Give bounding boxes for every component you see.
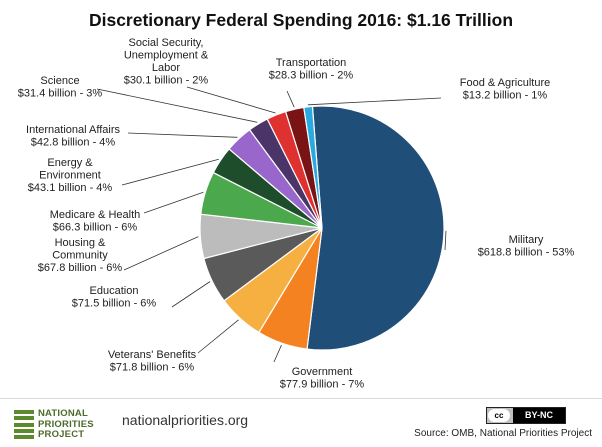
pie-slices [199,105,445,351]
slice-labels: Military $618.8 billion - 53%Government $7… [18,37,575,391]
label-line: Government [292,366,353,378]
slice-food-agriculture [303,105,323,229]
label-line: Labor [152,62,180,74]
label-line: Medicare & Health [50,209,141,221]
label-line: $13.2 billion - 1% [463,90,548,102]
label-housing-community: Housing & Community $67.8 billion - 6% [38,237,123,274]
label-line: Community [52,250,108,262]
leader-social-security-unemployment-labor [186,86,276,114]
leader-lines [96,86,447,363]
label-food-agriculture: Food & Agriculture $13.2 billion - 1% [460,77,551,102]
logo-text: NATIONAL PRIORITIES PROJECT [38,408,94,441]
label-line: Housing & [55,237,106,249]
label-science: Science $31.4 billion - 3% [18,75,103,100]
slice-military [306,105,445,351]
label-line: International Affairs [26,124,120,136]
leader-veterans-benefits [197,319,239,354]
label-line: $71.8 billion - 6% [110,362,195,374]
footer: NATIONAL PRIORITIES PROJECT nationalprio… [0,398,602,447]
label-line: Transportation [276,57,347,69]
label-line: $618.8 billion - 53% [478,247,575,259]
leader-military [444,230,447,251]
label-line: $43.1 billion - 4% [28,182,113,194]
logo-line-2: PRIORITIES [38,418,94,430]
label-military: Military $618.8 billion - 53% [478,234,575,259]
logo-line-3: PROJECT [38,429,85,440]
label-government: Government $77.9 billion - 7% [280,366,365,391]
label-line: $67.8 billion - 6% [38,262,123,274]
logo-line-1: NATIONAL [38,408,88,419]
leader-science [96,88,258,123]
leader-food-agriculture [307,97,442,106]
leader-international-affairs [127,132,238,138]
label-line: Science [40,75,79,87]
label-energy-environment: Energy & Environment $43.1 billion - 4% [28,157,113,194]
label-line: $66.3 billion - 6% [53,222,138,234]
leader-medicare-health [143,191,204,214]
leader-education [171,281,211,308]
cc-license-badge[interactable]: cc BY-NC [486,407,566,424]
chart-title: Discretionary Federal Spending 2016: $1.… [89,10,513,30]
label-line: Food & Agriculture [460,77,551,89]
label-line: Energy & [47,157,93,169]
label-line: Environment [39,170,101,182]
label-international-affairs: International Affairs $42.8 billion - 4% [26,124,120,149]
label-line: Veterans' Benefits [108,349,197,361]
leader-housing-community [123,236,199,271]
label-line: Military [509,234,544,246]
label-line: $31.4 billion - 3% [18,88,103,100]
license-label: BY-NC [513,408,565,423]
label-line: $30.1 billion - 2% [124,75,209,87]
label-line: Social Security, [129,37,204,49]
leader-government [273,345,282,363]
logo-stripes-icon [14,410,34,440]
label-medicare-health: Medicare & Health $66.3 billion - 6% [50,209,141,234]
label-line: $71.5 billion - 6% [72,298,157,310]
label-transportation: Transportation $28.3 billion - 2% [269,57,354,82]
label-social-security-unemployment-labor: Social Security, Unemployment & Labor $30.1… [124,37,209,87]
leader-transportation [286,90,295,108]
label-veterans-benefits: Veterans' Benefits $71.8 billion - 6% [108,349,197,374]
cc-icon: cc [488,409,510,422]
label-line: Unemployment & [124,50,209,62]
website-link[interactable]: nationalpriorities.org [122,412,249,428]
label-line: $77.9 billion - 7% [280,379,365,391]
leader-energy-environment [121,158,219,186]
source-note: Source: OMB, National Priorities Project [414,428,592,439]
label-line: $28.3 billion - 2% [269,70,354,82]
label-line: Education [90,285,139,297]
label-education: Education $71.5 billion - 6% [72,285,157,310]
npp-logo: NATIONAL PRIORITIES PROJECT [14,408,106,441]
label-line: $42.8 billion - 4% [31,137,116,149]
